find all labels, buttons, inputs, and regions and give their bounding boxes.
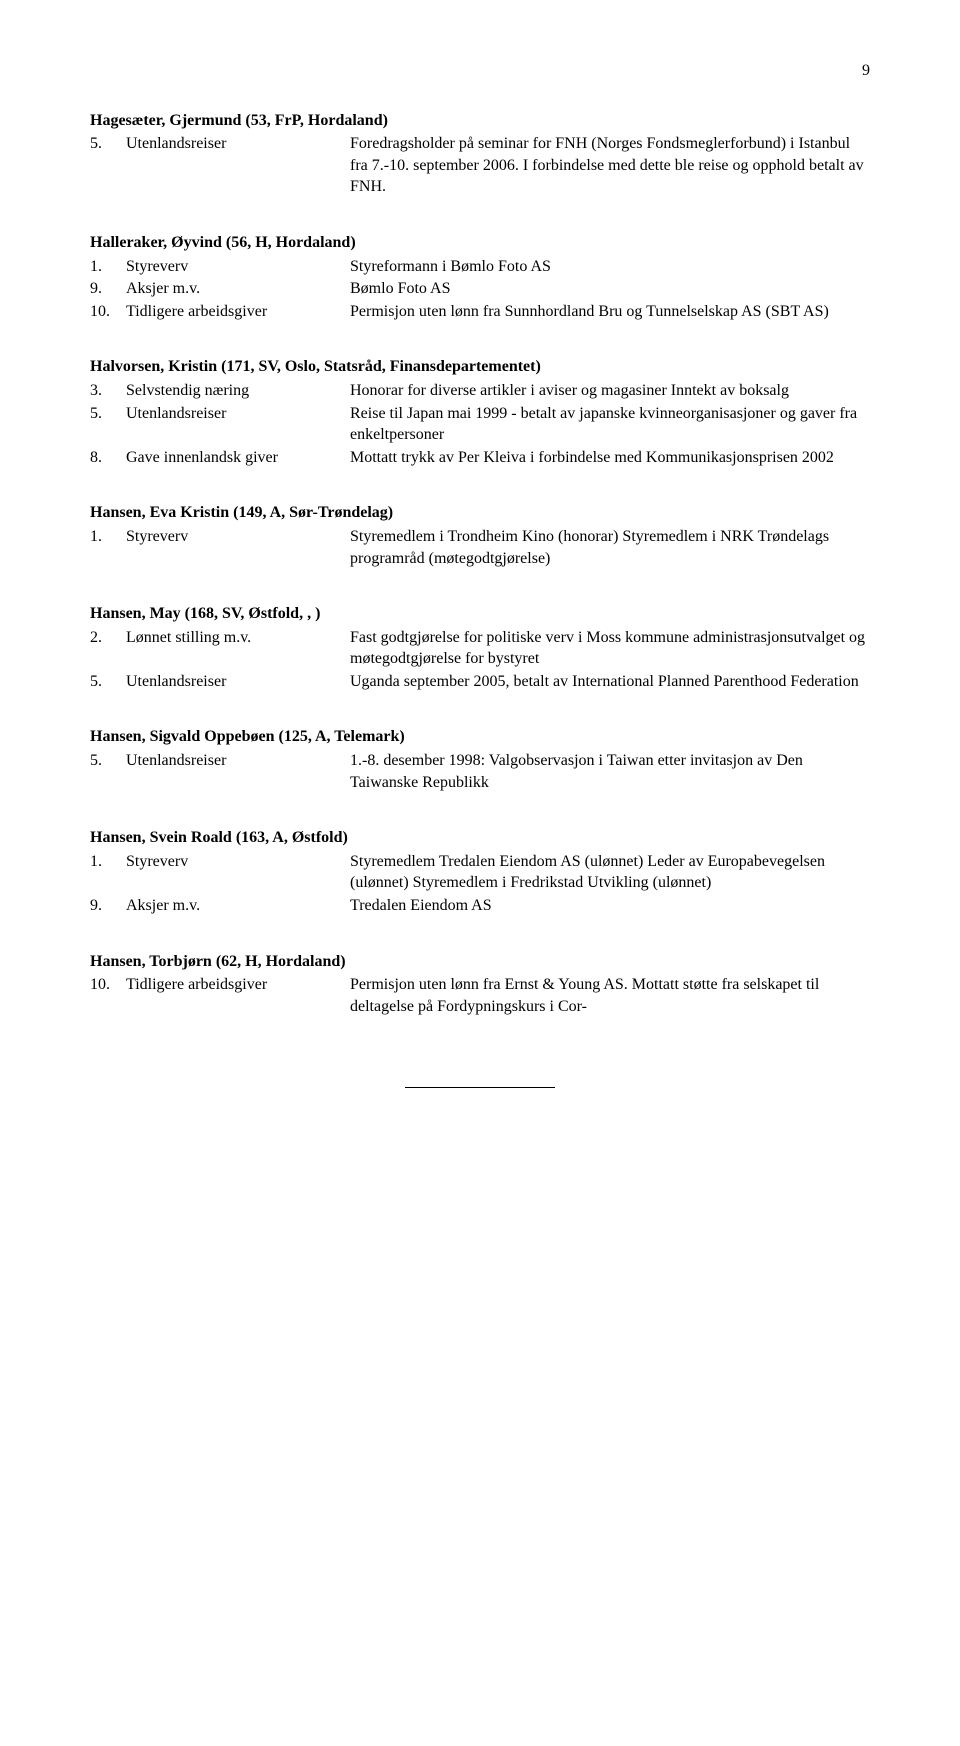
entry: Hansen, May (168, SV, Østfold, , )2.Lønn… [90, 603, 870, 692]
row-value: Styremedlem Tredalen Eiendom AS (ulønnet… [350, 851, 870, 894]
row-number: 8. [90, 447, 126, 469]
page-number: 9 [90, 60, 870, 82]
row-value: Foredragsholder på seminar for FNH (Norg… [350, 133, 870, 198]
row-value: Permisjon uten lønn fra Sunnhordland Bru… [350, 301, 870, 323]
row-number: 10. [90, 301, 126, 323]
entry-name: Hansen, May (168, SV, Østfold, , ) [90, 603, 870, 625]
row-number: 5. [90, 671, 126, 693]
row-value: Honorar for diverse artikler i aviser og… [350, 380, 870, 402]
entry: Hansen, Svein Roald (163, A, Østfold)1.S… [90, 827, 870, 916]
row-label: Utenlandsreiser [126, 403, 350, 425]
entry-row: 5.UtenlandsreiserUganda september 2005, … [90, 671, 870, 693]
entry: Halvorsen, Kristin (171, SV, Oslo, Stats… [90, 356, 870, 468]
row-label: Tidligere arbeidsgiver [126, 301, 350, 323]
entry-row: 8.Gave innenlandsk giverMottatt trykk av… [90, 447, 870, 469]
entry: Hansen, Eva Kristin (149, A, Sør-Trøndel… [90, 502, 870, 569]
entry-row: 10.Tidligere arbeidsgiverPermisjon uten … [90, 974, 870, 1017]
entry: Hansen, Torbjørn (62, H, Hordaland)10.Ti… [90, 951, 870, 1018]
row-number: 1. [90, 526, 126, 548]
entry-name: Hansen, Svein Roald (163, A, Østfold) [90, 827, 870, 849]
entry-row: 5.UtenlandsreiserReise til Japan mai 199… [90, 403, 870, 446]
row-label: Styreverv [126, 526, 350, 548]
row-number: 9. [90, 895, 126, 917]
row-number: 5. [90, 750, 126, 772]
row-number: 5. [90, 403, 126, 425]
entry: Hagesæter, Gjermund (53, FrP, Hordaland)… [90, 110, 870, 198]
entry: Halleraker, Øyvind (56, H, Hordaland)1.S… [90, 232, 870, 322]
row-label: Gave innenlandsk giver [126, 447, 350, 469]
entry-row: 9.Aksjer m.v.Tredalen Eiendom AS [90, 895, 870, 917]
entry-name: Hansen, Torbjørn (62, H, Hordaland) [90, 951, 870, 973]
row-label: Lønnet stilling m.v. [126, 627, 350, 649]
entry-row: 10.Tidligere arbeidsgiverPermisjon uten … [90, 301, 870, 323]
entry-name: Hagesæter, Gjermund (53, FrP, Hordaland) [90, 110, 870, 132]
row-label: Selvstendig næring [126, 380, 350, 402]
row-value: Styreformann i Bømlo Foto AS [350, 256, 870, 278]
entry-row: 1.StyrevervStyreformann i Bømlo Foto AS [90, 256, 870, 278]
row-value: Reise til Japan mai 1999 - betalt av jap… [350, 403, 870, 446]
entry-row: 3.Selvstendig næringHonorar for diverse … [90, 380, 870, 402]
row-label: Aksjer m.v. [126, 895, 350, 917]
row-number: 1. [90, 851, 126, 873]
entry-row: 2.Lønnet stilling m.v.Fast godtgjørelse … [90, 627, 870, 670]
entries-container: Hagesæter, Gjermund (53, FrP, Hordaland)… [90, 110, 870, 1018]
row-number: 9. [90, 278, 126, 300]
row-label: Aksjer m.v. [126, 278, 350, 300]
entry-row: 1.StyrevervStyremedlem Tredalen Eiendom … [90, 851, 870, 894]
row-label: Utenlandsreiser [126, 671, 350, 693]
entry-name: Halleraker, Øyvind (56, H, Hordaland) [90, 232, 870, 254]
entry-name: Hansen, Eva Kristin (149, A, Sør-Trøndel… [90, 502, 870, 524]
row-number: 2. [90, 627, 126, 649]
row-value: Mottatt trykk av Per Kleiva i forbindels… [350, 447, 870, 469]
entry-row: 5.Utenlandsreiser1.-8. desember 1998: Va… [90, 750, 870, 793]
row-value: Permisjon uten lønn fra Ernst & Young AS… [350, 974, 870, 1017]
entry-row: 1.StyrevervStyremedlem i Trondheim Kino … [90, 526, 870, 569]
row-value: Uganda september 2005, betalt av Interna… [350, 671, 870, 693]
entry-name: Halvorsen, Kristin (171, SV, Oslo, Stats… [90, 356, 870, 378]
row-value: Styremedlem i Trondheim Kino (honorar) S… [350, 526, 870, 569]
entry-row: 5.UtenlandsreiserForedragsholder på semi… [90, 133, 870, 198]
row-number: 3. [90, 380, 126, 402]
entry-row: 9.Aksjer m.v.Bømlo Foto AS [90, 278, 870, 300]
row-number: 1. [90, 256, 126, 278]
row-label: Tidligere arbeidsgiver [126, 974, 350, 996]
row-label: Styreverv [126, 851, 350, 873]
row-value: Fast godtgjørelse for politiske verv i M… [350, 627, 870, 670]
row-label: Utenlandsreiser [126, 750, 350, 772]
entry: Hansen, Sigvald Oppebøen (125, A, Telema… [90, 726, 870, 793]
row-label: Utenlandsreiser [126, 133, 350, 155]
row-number: 5. [90, 133, 126, 155]
footer-rule [90, 1087, 870, 1088]
row-label: Styreverv [126, 256, 350, 278]
entry-name: Hansen, Sigvald Oppebøen (125, A, Telema… [90, 726, 870, 748]
row-value: 1.-8. desember 1998: Valgobservasjon i T… [350, 750, 870, 793]
row-value: Tredalen Eiendom AS [350, 895, 870, 917]
row-value: Bømlo Foto AS [350, 278, 870, 300]
row-number: 10. [90, 974, 126, 996]
